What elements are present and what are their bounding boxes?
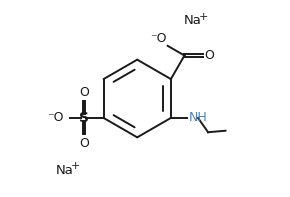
Text: O: O — [79, 86, 89, 99]
Text: Na: Na — [184, 14, 202, 27]
Text: O: O — [79, 137, 89, 150]
Text: Na: Na — [56, 164, 74, 177]
Text: S: S — [79, 111, 89, 125]
Text: O: O — [204, 49, 214, 62]
Text: NH: NH — [189, 112, 208, 125]
Text: ⁻O: ⁻O — [47, 112, 64, 125]
Text: ⁻O: ⁻O — [150, 32, 167, 45]
Text: +: + — [199, 12, 209, 22]
Text: +: + — [71, 162, 80, 171]
